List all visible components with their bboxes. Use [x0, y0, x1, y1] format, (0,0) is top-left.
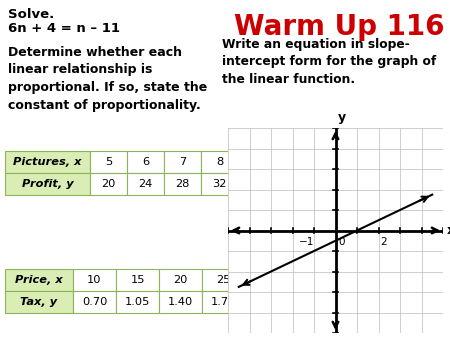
Text: 10: 10 [87, 275, 102, 285]
Text: 1.75: 1.75 [211, 297, 236, 307]
Text: 0: 0 [339, 237, 345, 247]
Text: 0.70: 0.70 [82, 297, 107, 307]
FancyBboxPatch shape [5, 173, 90, 195]
Text: 15: 15 [130, 275, 145, 285]
Text: x: x [447, 224, 450, 237]
Text: Tax, y: Tax, y [20, 297, 58, 307]
FancyBboxPatch shape [164, 173, 201, 195]
FancyBboxPatch shape [159, 291, 202, 313]
FancyBboxPatch shape [201, 173, 238, 195]
Text: −1: −1 [299, 237, 314, 247]
Text: 20: 20 [101, 179, 116, 189]
FancyBboxPatch shape [5, 291, 73, 313]
FancyBboxPatch shape [202, 291, 245, 313]
FancyBboxPatch shape [127, 151, 164, 173]
Text: 28: 28 [176, 179, 190, 189]
Text: 5: 5 [105, 157, 112, 167]
FancyBboxPatch shape [164, 151, 201, 173]
FancyBboxPatch shape [116, 269, 159, 291]
Text: 25: 25 [216, 275, 231, 285]
Text: y: y [338, 111, 346, 124]
Text: 1.40: 1.40 [168, 297, 193, 307]
Text: 8: 8 [216, 157, 223, 167]
Text: 7: 7 [179, 157, 186, 167]
Text: 20: 20 [173, 275, 188, 285]
FancyBboxPatch shape [90, 173, 127, 195]
Text: Write an equation in slope-
intercept form for the graph of
the linear function.: Write an equation in slope- intercept fo… [222, 38, 436, 86]
Text: 24: 24 [139, 179, 153, 189]
Text: Price, x: Price, x [15, 275, 63, 285]
FancyBboxPatch shape [90, 151, 127, 173]
FancyBboxPatch shape [116, 291, 159, 313]
Text: Solve.: Solve. [8, 8, 54, 21]
Text: 32: 32 [212, 179, 227, 189]
Text: Determine whether each
linear relationship is
proportional. If so, state the
con: Determine whether each linear relationsh… [8, 46, 207, 112]
FancyBboxPatch shape [159, 269, 202, 291]
Text: Pictures, x: Pictures, x [13, 157, 82, 167]
FancyBboxPatch shape [202, 269, 245, 291]
FancyBboxPatch shape [127, 173, 164, 195]
FancyBboxPatch shape [201, 151, 238, 173]
Text: 2: 2 [380, 237, 387, 247]
Text: Warm Up 116: Warm Up 116 [234, 13, 445, 41]
FancyBboxPatch shape [73, 291, 116, 313]
Text: Profit, y: Profit, y [22, 179, 73, 189]
Text: 1.05: 1.05 [125, 297, 150, 307]
FancyBboxPatch shape [73, 269, 116, 291]
FancyBboxPatch shape [5, 269, 73, 291]
FancyBboxPatch shape [5, 151, 90, 173]
Text: 6: 6 [142, 157, 149, 167]
Text: 6n + 4 = n – 11: 6n + 4 = n – 11 [8, 22, 120, 35]
